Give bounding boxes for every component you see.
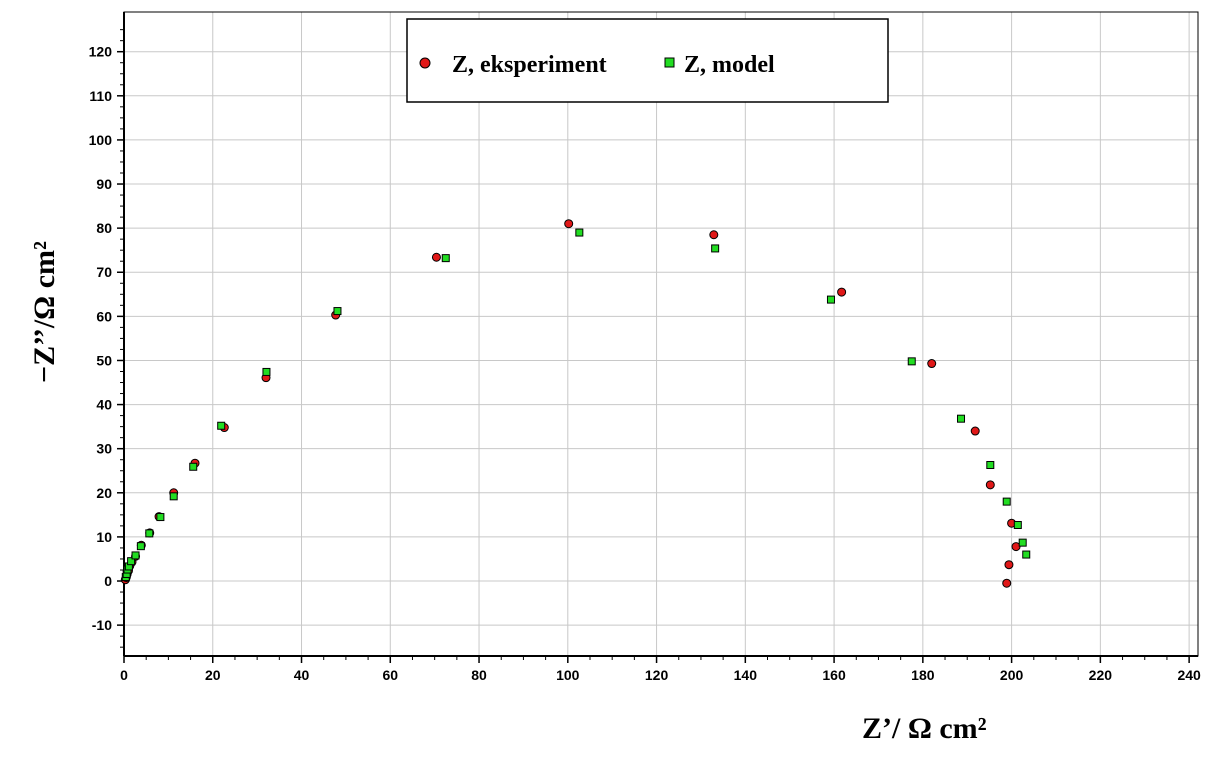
point-model (711, 244, 720, 253)
point-model (1013, 520, 1022, 529)
x-tick-label: 0 (120, 667, 128, 683)
point-experiment (564, 219, 574, 229)
y-tick-label: 10 (96, 529, 112, 545)
legend-label-model: Z, model (684, 52, 775, 78)
point-model (575, 228, 584, 237)
legend: Z, eksperiment Z, model (406, 18, 889, 103)
x-tick-label: 160 (822, 667, 846, 683)
point-model (826, 295, 835, 304)
point-model (217, 421, 226, 430)
point-model (441, 254, 450, 263)
tick-marks (117, 29, 1190, 663)
data-points (120, 219, 1031, 588)
y-tick-label: -10 (92, 617, 112, 633)
y-tick-label: 30 (96, 441, 112, 457)
x-tick-label: 200 (1000, 667, 1024, 683)
point-experiment (970, 426, 980, 436)
point-model (1018, 538, 1027, 547)
y-tick-label: 0 (104, 573, 112, 589)
y-tick-label: 80 (96, 220, 112, 236)
x-tick-label: 180 (911, 667, 935, 683)
y-tick-label: 120 (89, 44, 113, 60)
point-model (262, 367, 271, 376)
y-tick-label: 40 (96, 397, 112, 413)
legend-box (406, 18, 889, 103)
point-experiment (837, 287, 847, 297)
y-tick-label: 20 (96, 485, 112, 501)
x-tick-label: 240 (1177, 667, 1201, 683)
y-tick-label: 50 (96, 352, 112, 368)
x-axis-title: Z’/ Ω cm² (862, 712, 987, 745)
point-experiment (709, 230, 719, 240)
point-experiment (927, 359, 937, 369)
legend-marker-experiment (419, 57, 431, 69)
point-model (1002, 497, 1011, 506)
x-tick-label: 20 (205, 667, 221, 683)
point-model (907, 357, 916, 366)
axes (123, 12, 1198, 657)
legend-label-experiment: Z, eksperiment (452, 52, 607, 78)
x-tick-label: 140 (734, 667, 758, 683)
y-tick-label: 110 (89, 88, 112, 104)
point-model (145, 529, 154, 538)
x-tick-label: 100 (556, 667, 580, 683)
point-experiment (1004, 560, 1014, 570)
tick-labels: 0 20 40 60 80 100 120 140 160 180 200 220 240 -10 0 10 2… (89, 44, 1201, 683)
point-experiment (431, 252, 441, 262)
point-model (169, 492, 178, 501)
point-model (136, 542, 145, 551)
grid-lines (124, 12, 1198, 656)
y-tick-label: 100 (89, 132, 113, 148)
y-tick-label: 70 (96, 264, 112, 280)
point-model (986, 461, 995, 470)
x-tick-label: 80 (471, 667, 487, 683)
point-experiment (985, 480, 995, 490)
point-model (333, 307, 342, 316)
plot-frame (123, 11, 1199, 657)
x-tick-label: 120 (645, 667, 669, 683)
point-model (131, 551, 140, 560)
x-tick-label: 220 (1089, 667, 1113, 683)
y-tick-label: 90 (96, 176, 112, 192)
y-tick-label: 60 (96, 308, 112, 324)
x-tick-label: 60 (382, 667, 398, 683)
point-model (156, 513, 165, 522)
x-tick-label: 40 (294, 667, 310, 683)
point-experiment (1002, 578, 1012, 588)
legend-marker-model (664, 57, 675, 68)
point-model (1022, 550, 1031, 559)
point-model (127, 557, 136, 566)
point-model (189, 462, 198, 471)
y-axis-title: −Z’’/Ω cm² (28, 241, 61, 383)
point-model (957, 414, 966, 423)
